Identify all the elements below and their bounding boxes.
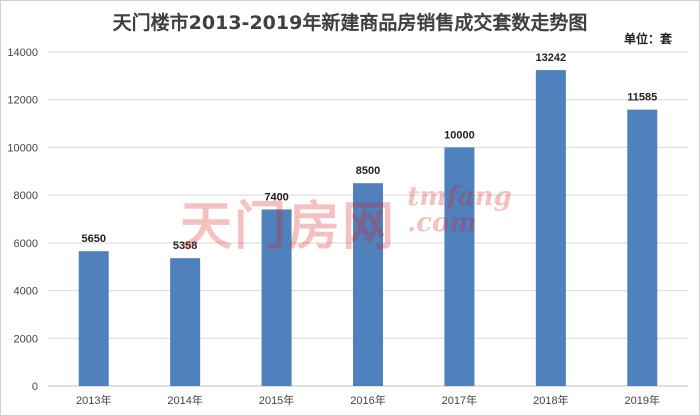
- data-label-2018年: 13242: [536, 52, 567, 64]
- y-tick-label-4000: 4000: [14, 286, 38, 298]
- data-label-2017年: 10000: [444, 129, 475, 141]
- y-axis-ticks: 0 2000 4000 6000 8000 10000 12000 14000: [7, 47, 38, 393]
- y-tick-label-12000: 12000: [7, 95, 38, 107]
- y-tick-label-14000: 14000: [7, 47, 38, 59]
- bar-2015年: [261, 209, 292, 386]
- bar-2014年: [170, 258, 201, 386]
- data-label-2014年: 5358: [173, 240, 197, 252]
- data-label-2016年: 8500: [356, 165, 380, 177]
- bar-2018年: [535, 70, 566, 387]
- bar-2017年: [444, 147, 475, 386]
- x-tick-label-2016年: 2016年: [350, 393, 385, 407]
- x-tick-label-2017年: 2017年: [442, 393, 477, 407]
- data-label-2019年: 11585: [627, 92, 657, 104]
- bars: [78, 70, 658, 387]
- x-tick-label-2019年: 2019年: [625, 393, 660, 407]
- data-label-2015年: 7400: [264, 191, 288, 203]
- y-tick-label-8000: 8000: [14, 190, 38, 202]
- y-tick-label-6000: 6000: [14, 238, 38, 250]
- chart-title: 天门楼市2013-2019年新建商品房销售成交套数走势图: [112, 12, 588, 34]
- x-tick-label-2013年: 2013年: [76, 393, 111, 407]
- y-tick-label-2000: 2000: [14, 333, 38, 345]
- y-tick-label-0: 0: [32, 381, 38, 393]
- x-tick-label-2015年: 2015年: [259, 393, 294, 407]
- data-labels: 5650 5358 7400 8500 10000 13242 11585: [81, 52, 657, 252]
- bar-2016年: [353, 183, 383, 386]
- x-tick-label-2014年: 2014年: [167, 393, 202, 407]
- x-tick-label-2018年: 2018年: [533, 393, 568, 407]
- x-axis-ticks: 2013年 2014年 2015年 2016年 2017年 2018年 2019年: [76, 393, 660, 407]
- data-label-2013年: 5650: [81, 233, 105, 245]
- unit-label: 单位：套: [623, 32, 672, 46]
- bar-2019年: [627, 109, 658, 387]
- y-tick-label-10000: 10000: [7, 142, 38, 154]
- bar-2013年: [78, 251, 109, 386]
